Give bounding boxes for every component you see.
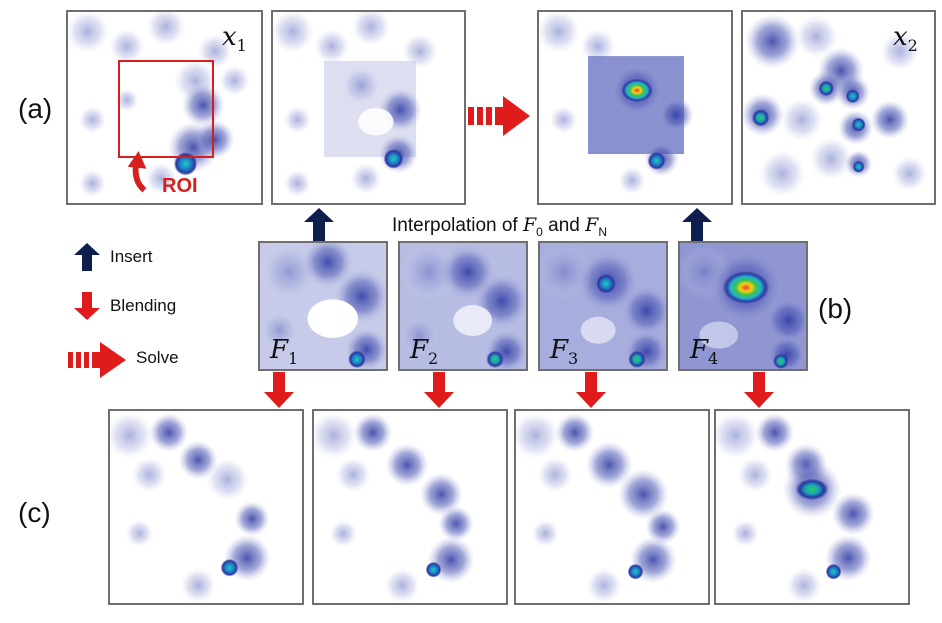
panel-x2: x2	[741, 10, 936, 205]
heatmap-x2	[743, 13, 928, 198]
panel-solved	[537, 10, 733, 205]
heatmap-solved	[539, 12, 694, 195]
insert-arrow-f1	[304, 208, 334, 242]
row-label-c: (c)	[18, 497, 51, 528]
heatmap-f4	[680, 243, 806, 369]
heatmap-f3	[540, 243, 666, 369]
panel-f2: F2	[398, 241, 528, 371]
label-f2: F2	[410, 335, 439, 369]
blend-arrow-4	[744, 372, 774, 408]
roi-curved-arrow	[127, 151, 147, 193]
blend-arrow-2	[424, 372, 454, 408]
roi-box	[118, 60, 214, 158]
heatmap-f2	[400, 243, 526, 369]
legend-insert-label: Insert	[110, 247, 153, 266]
legend-solve-label: Solve	[136, 348, 179, 367]
heatmap-blend-4	[716, 411, 875, 603]
heatmap-inserted	[273, 12, 438, 198]
panel-blend-3	[514, 409, 710, 605]
panel-f1: F1	[258, 241, 388, 371]
label-f4: F4	[690, 335, 719, 369]
roi-label: ROI	[162, 175, 198, 197]
insert-arrow-f4	[682, 208, 712, 242]
panel-inserted	[271, 10, 466, 205]
blend-arrow-3	[576, 372, 606, 408]
label-x1: x1	[222, 22, 247, 56]
heatmap-x1	[68, 12, 251, 198]
row-label-b: (b)	[818, 293, 853, 324]
label-f1: F1	[270, 335, 299, 369]
solve-arrow	[468, 96, 530, 136]
interpolation-caption: Interpolation of F0 and FN	[392, 214, 607, 239]
label-x2: x2	[893, 22, 918, 56]
heatmap-blend-2	[314, 411, 475, 603]
heatmap-blend-3	[516, 411, 681, 603]
legend-solve-icon	[68, 342, 126, 378]
blend-arrow-1	[264, 372, 294, 408]
panel-blend-4	[714, 409, 910, 605]
heatmap-f1	[260, 243, 386, 369]
legend-blending-icon	[74, 292, 100, 320]
legend-insert-icon	[74, 243, 100, 271]
legend-blending-label: Blending	[110, 296, 177, 315]
row-label-a: (a)	[18, 93, 53, 124]
panel-blend-1	[108, 409, 304, 605]
panel-f3: F3	[538, 241, 668, 371]
panel-f4: F4	[678, 241, 808, 371]
panel-x1: ROI x1	[66, 10, 263, 205]
heatmap-blend-1	[110, 411, 271, 603]
label-f3: F3	[550, 335, 579, 369]
panel-blend-2	[312, 409, 508, 605]
